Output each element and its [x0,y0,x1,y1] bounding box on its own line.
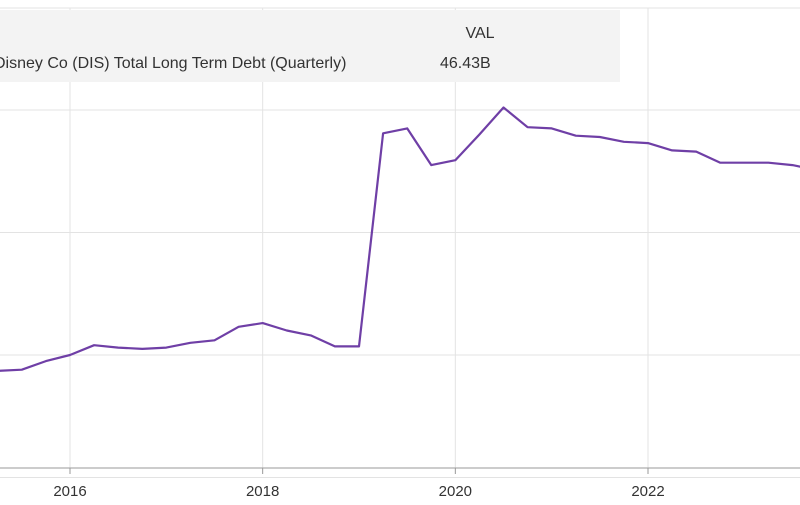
x-axis: 2016 2018 2020 2022 [0,467,800,500]
x-tick-label: 2020 [439,483,472,500]
x-tick-label: 2018 [246,483,279,500]
x-tick-label: 2022 [631,483,664,500]
legend-series-value: 46.43B [440,55,491,72]
legend: VAL Disney Co (DIS) Total Long Term Debt… [0,10,620,82]
series-line [0,106,800,372]
x-tick-label: 2016 [53,483,86,500]
legend-header: VAL [465,25,494,42]
series-layer [0,106,800,372]
grid [0,7,800,478]
legend-series-name: Disney Co (DIS) Total Long Term Debt (Qu… [0,55,346,72]
legend-background [0,10,620,82]
